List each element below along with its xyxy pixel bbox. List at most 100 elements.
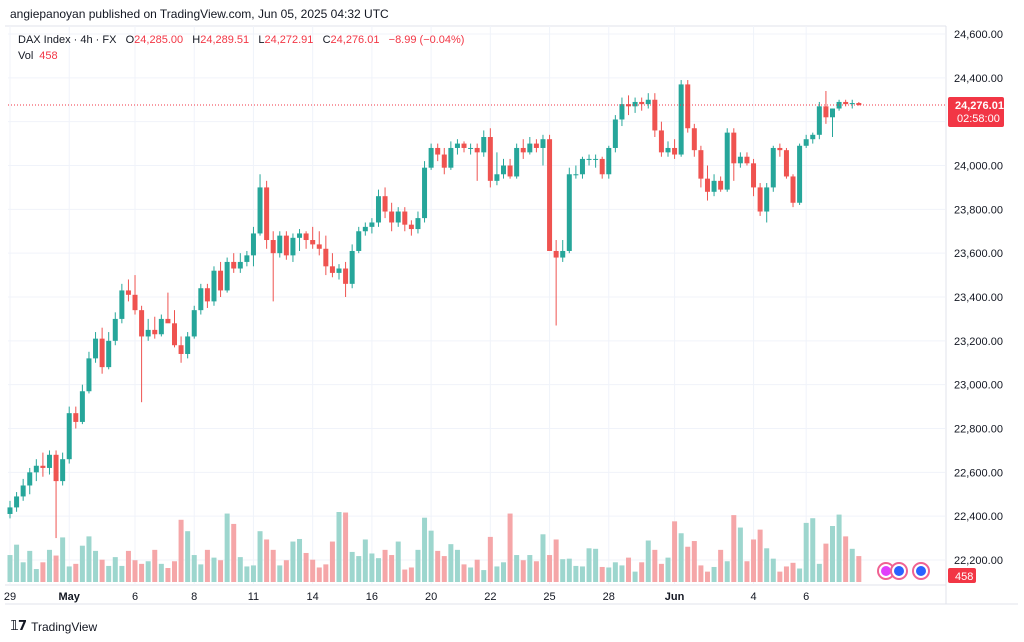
footer-brand[interactable]: 𝟙7 TradingView: [10, 619, 97, 634]
volume-bar: [645, 540, 651, 582]
volume-bar: [172, 561, 177, 582]
candle-body: [185, 336, 191, 354]
volume-bar: [856, 556, 862, 582]
x-tick-label: 25: [543, 591, 555, 603]
volume-bar: [810, 518, 816, 582]
volume-bar: [678, 533, 684, 582]
volume-bar: [20, 562, 26, 582]
volume-bar: [178, 519, 184, 582]
x-tick-label: May: [59, 591, 81, 603]
volume-bar: [797, 568, 803, 582]
volume-bar: [237, 557, 243, 582]
candle-body: [329, 266, 335, 273]
x-tick-label: 11: [248, 591, 259, 603]
candle-body: [99, 338, 105, 368]
candle-body: [264, 187, 270, 241]
candle-body: [395, 211, 401, 223]
volume-bar: [619, 565, 625, 582]
volume-bar: [303, 552, 309, 582]
candle-body: [830, 108, 835, 118]
volume-bar: [751, 539, 757, 582]
event-markers[interactable]: [877, 562, 930, 580]
volume-bar: [283, 560, 289, 582]
candle-body: [494, 174, 500, 181]
volume-bar: [816, 563, 822, 582]
high-value: 24,289.51: [200, 34, 250, 46]
candle-body: [777, 147, 783, 151]
candle-body: [422, 167, 428, 219]
volume-bar: [757, 529, 763, 582]
ohlc-legend: DAX Index · 4h · FX O24,285.00 H24,289.5…: [18, 34, 464, 46]
volume-bar: [231, 523, 237, 582]
candle-body: [704, 178, 710, 192]
candle-body: [297, 233, 303, 238]
event-marker-dot: [894, 566, 904, 576]
volume-bar: [336, 512, 342, 582]
close-value: 24,276.01: [330, 34, 380, 46]
grid-lines: [8, 26, 945, 585]
low-value: 24,272.91: [264, 34, 314, 46]
volume-bar: [329, 541, 335, 582]
volume-bar: [158, 563, 164, 582]
candle-body: [46, 454, 52, 468]
candle-body: [343, 268, 349, 284]
price-tag-value: 24,276.01: [955, 100, 1004, 112]
volume-bar: [501, 562, 506, 582]
volume-bar: [369, 553, 375, 582]
volume-bar: [125, 550, 131, 582]
volume-bar: [448, 544, 454, 582]
close-label: C: [322, 34, 331, 46]
x-tick-label: 22: [484, 591, 496, 603]
candle-body: [560, 250, 566, 258]
volume-bar: [290, 541, 296, 582]
high-label: H: [192, 34, 201, 46]
candle-body: [849, 103, 855, 105]
volume-bar: [823, 543, 829, 582]
candle-body: [665, 147, 671, 153]
y-tick-label: 23,800.00: [954, 204, 1003, 216]
candle-body: [86, 358, 92, 392]
volume-legend: Vol 458: [18, 50, 58, 62]
candle-body: [737, 156, 743, 164]
volume-bar: [93, 550, 99, 582]
candle-body: [93, 338, 99, 359]
volume-bar: [402, 569, 408, 582]
candle-body: [172, 323, 177, 346]
candle-body: [599, 158, 605, 175]
y-tick-label: 23,600.00: [954, 248, 1003, 260]
candle-body: [158, 318, 164, 335]
volume-bar: [310, 559, 316, 582]
volume-bar: [724, 561, 730, 582]
candle-body: [586, 158, 592, 160]
candle-body: [408, 224, 414, 230]
candle-body: [66, 413, 72, 460]
volume-bar: [198, 564, 204, 582]
candle-body: [290, 237, 296, 256]
candle-body: [724, 132, 730, 190]
candle-body: [619, 104, 625, 120]
event-marker-dot: [881, 566, 891, 576]
low-label: L: [258, 34, 265, 46]
volume-bar: [474, 559, 480, 582]
candle-body: [224, 261, 230, 291]
candle-body: [20, 485, 26, 497]
candle-body: [79, 391, 85, 422]
candle-body: [389, 211, 395, 223]
volume-bar: [375, 558, 381, 582]
volume-bar: [152, 549, 158, 582]
candle-body: [40, 465, 46, 468]
change-value: −8.99 (−0.04%): [388, 34, 465, 46]
candle-body: [435, 147, 441, 155]
symbol-label[interactable]: DAX Index · 4h · FX: [18, 34, 117, 46]
candle-body: [632, 101, 638, 107]
volume-bar: [139, 563, 145, 582]
volume-bar: [185, 531, 191, 582]
y-tick-label: 23,000.00: [954, 380, 1003, 392]
volume-bar: [27, 550, 33, 582]
candle-body: [691, 128, 697, 151]
candle-body: [60, 459, 66, 482]
candle-body: [783, 150, 789, 177]
candlestick-series: [7, 80, 862, 539]
volume-bar: [395, 541, 401, 582]
